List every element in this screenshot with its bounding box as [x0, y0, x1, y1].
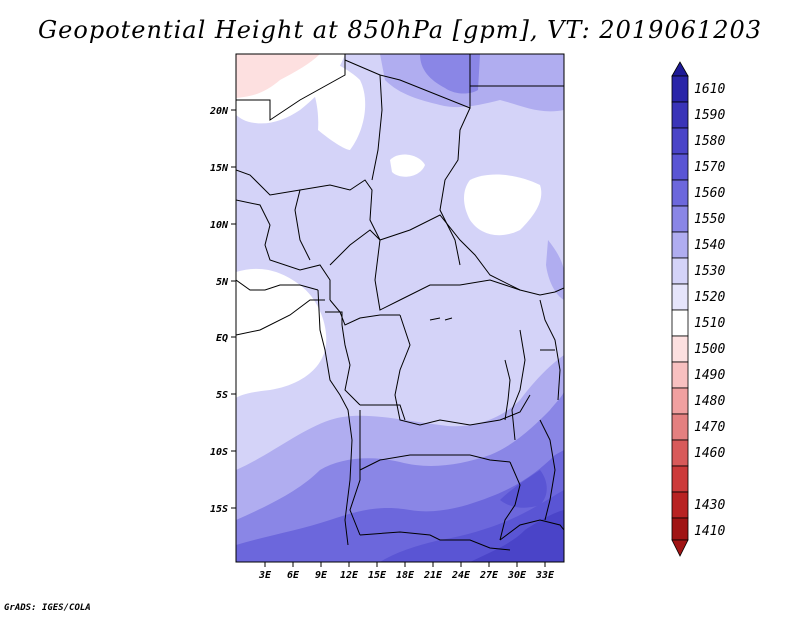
lat-label: 15N: [210, 163, 229, 174]
lat-label: 5N: [216, 277, 229, 288]
lat-label: 15S: [210, 504, 228, 515]
colorbar-swatch: [671, 439, 689, 467]
country-borders: [236, 54, 564, 551]
colorbar-swatch: [671, 205, 689, 233]
colorbar-label: 1410: [694, 524, 725, 539]
colorbar-label: 1460: [694, 446, 725, 461]
colorbar-labels: 1610 1590 1580 1570 1560 1550 1540 1530 …: [694, 82, 725, 539]
colorbar: [671, 61, 689, 557]
colorbar-swatch: [671, 231, 689, 259]
colorbar-swatch: [671, 75, 689, 103]
colorbar-swatch: [671, 309, 689, 337]
colorbar-label: 1470: [694, 420, 725, 435]
colorbar-swatch: [671, 361, 689, 389]
lon-label: 33E: [535, 570, 555, 581]
lon-tick-33e: 33E: [535, 562, 555, 581]
colorbar-swatch: [671, 101, 689, 129]
lon-tick-3e: 3E: [258, 562, 272, 581]
colorbar-swatch: [671, 127, 689, 155]
colorbar-swatch: [671, 517, 689, 541]
lat-tick-10n: 10N: [210, 220, 236, 231]
lon-label: 12E: [340, 570, 359, 581]
lon-label: 30E: [507, 570, 527, 581]
lon-axis: 3E 6E 9E 12E 15E 18E 21E 24E 27E 30E 33E: [258, 562, 555, 581]
lat-tick-eq: EQ: [216, 333, 236, 344]
lon-label: 21E: [423, 570, 443, 581]
colorbar-label: 1430: [694, 498, 725, 513]
lat-label: 10S: [210, 447, 228, 458]
map-frame: [235, 53, 565, 563]
lat-label: EQ: [216, 333, 228, 344]
lat-tick-5n: 5N: [216, 277, 236, 288]
colorbar-top-arrow: [671, 61, 689, 77]
colorbar-label: 1530: [694, 264, 725, 279]
lon-label: 24E: [451, 570, 471, 581]
colorbar-label: 1480: [694, 394, 725, 409]
colorbar-swatch: [671, 179, 689, 207]
lon-tick-24e: 24E: [451, 562, 471, 581]
colorbar-swatch: [671, 491, 689, 519]
colorbar-swatch: [671, 387, 689, 415]
grads-credit: GrADS: IGES/COLA: [4, 603, 91, 613]
colorbar-label: 1520: [694, 290, 725, 305]
colorbar-label: 1490: [694, 368, 725, 383]
colorbar-swatch: [671, 413, 689, 441]
lon-label: 6E: [287, 570, 300, 581]
colorbar-label: 1500: [694, 342, 725, 357]
colorbar-label: 1580: [694, 134, 725, 149]
lat-axis: 20N 15N 10N 5N EQ 5S 10S 15S: [209, 106, 236, 515]
lat-label: 20N: [209, 106, 229, 117]
lon-tick-6e: 6E: [287, 562, 300, 581]
lon-tick-15e: 15E: [368, 562, 387, 581]
colorbar-label: 1610: [694, 82, 725, 97]
colorbar-swatch: [671, 153, 689, 181]
colorbar-label: 1560: [694, 186, 725, 201]
lon-tick-27e: 27E: [479, 562, 499, 581]
lat-label: 10N: [210, 220, 229, 231]
lat-tick-20n: 20N: [209, 106, 236, 117]
lon-tick-18e: 18E: [396, 562, 415, 581]
lon-label: 27E: [479, 570, 499, 581]
lon-tick-12e: 12E: [340, 562, 359, 581]
lat-tick-15s: 15S: [210, 504, 236, 515]
lat-tick-5s: 5S: [216, 390, 236, 401]
lat-label: 5S: [216, 390, 228, 401]
colorbar-swatch: [671, 465, 689, 493]
lon-tick-30e: 30E: [507, 562, 527, 581]
colorbar-bottom-arrow: [671, 539, 689, 557]
colorbar-label: 1570: [694, 160, 725, 175]
lat-tick-10s: 10S: [210, 447, 236, 458]
chart-title: Geopotential Height at 850hPa [gpm], VT:…: [38, 16, 762, 44]
lon-tick-21e: 21E: [423, 562, 443, 581]
colorbar-swatch: [671, 283, 689, 311]
colorbar-label: 1590: [694, 108, 725, 123]
colorbar-label: 1540: [694, 238, 725, 253]
height-field: [236, 54, 564, 562]
colorbar-swatch: [671, 335, 689, 363]
colorbar-label: 1510: [694, 316, 725, 331]
lon-label: 18E: [396, 570, 415, 581]
colorbar-swatch: [671, 257, 689, 285]
lat-tick-15n: 15N: [210, 163, 236, 174]
colorbar-label: 1550: [694, 212, 725, 227]
lon-tick-9e: 9E: [315, 562, 328, 581]
lon-label: 9E: [315, 570, 328, 581]
lon-label: 15E: [368, 570, 387, 581]
lon-label: 3E: [258, 570, 272, 581]
